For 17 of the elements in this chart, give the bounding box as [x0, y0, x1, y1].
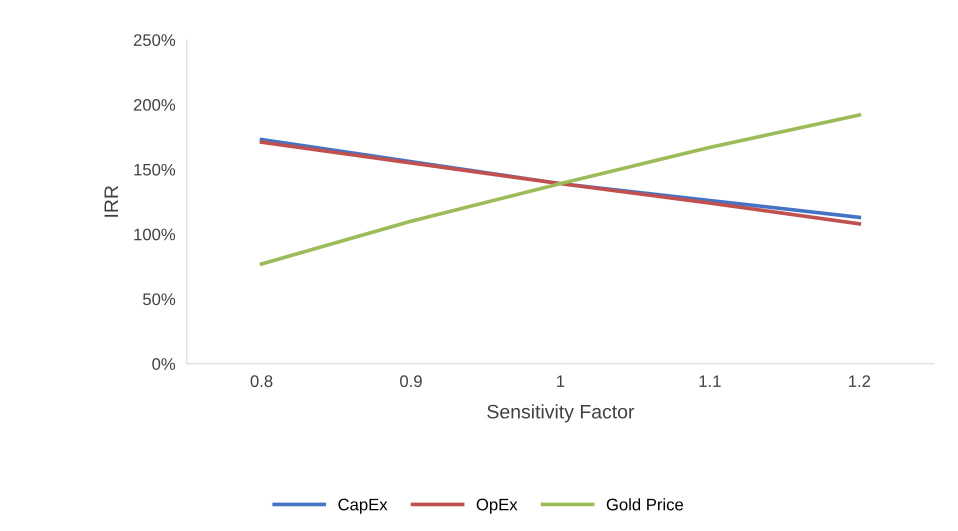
x-tick-label: 0.8	[250, 375, 272, 388]
legend-label: CapEx	[338, 498, 388, 514]
x-tick-label: 1	[557, 375, 564, 387]
y-tick-label: 150%	[134, 164, 176, 176]
legend-label: Gold Price	[606, 498, 684, 510]
x-tick-label: 1.2	[849, 375, 870, 387]
y-tick-label: 250%	[134, 34, 176, 46]
y-tick-label: 50%	[143, 293, 176, 306]
x-tick-label: 0.9	[400, 375, 422, 388]
line-series	[260, 113, 862, 266]
y-tick-label: 100%	[134, 228, 176, 240]
x-axis-title: Sensitivity Factor	[487, 404, 634, 422]
x-tick-label: 1.1	[700, 375, 721, 387]
y-axis-title: IRR	[104, 186, 118, 217]
y-tick-label: 200%	[134, 99, 176, 111]
legend-label: OpEx	[476, 498, 518, 514]
y-tick-label: 0%	[152, 358, 176, 370]
